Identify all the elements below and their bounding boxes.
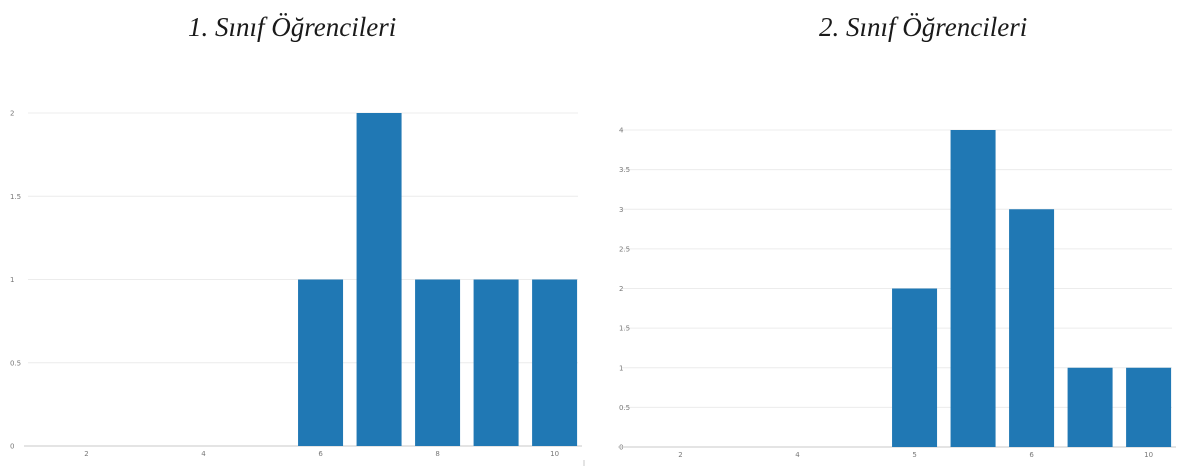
left-x-tick-label: 2 xyxy=(84,450,88,458)
right-x-tick-label: 10 xyxy=(1144,451,1153,459)
left-x-tick-label: 10 xyxy=(550,450,559,458)
right-y-tick-label: 4 xyxy=(619,127,624,135)
left-bar xyxy=(356,113,402,446)
left-bar xyxy=(532,279,578,446)
left-x-tick-label: 4 xyxy=(201,450,206,458)
left-x-tick-label: 8 xyxy=(435,450,439,458)
left-y-tick-label: 0.5 xyxy=(10,359,21,367)
left-bar xyxy=(473,279,519,446)
right-bar xyxy=(950,130,996,447)
right-y-tick-label: 3 xyxy=(619,206,623,214)
right-bar xyxy=(1126,367,1172,447)
right-y-tick-label: 3.5 xyxy=(619,166,630,174)
right-bar xyxy=(1009,209,1055,447)
left-x-tick-label: 6 xyxy=(318,450,323,458)
left-bar xyxy=(415,279,461,446)
right-bar xyxy=(892,288,938,447)
right-x-tick-label: 6 xyxy=(1029,451,1034,459)
right-bar xyxy=(1067,367,1113,447)
left-y-tick-label: 2 xyxy=(10,110,14,118)
right-x-tick-label: 2 xyxy=(678,451,682,459)
left-y-tick-label: 0 xyxy=(10,443,14,451)
right-y-tick-label: 1 xyxy=(619,364,623,372)
left-y-tick-label: 1.5 xyxy=(10,193,21,201)
right-y-tick-label: 1.5 xyxy=(619,325,630,333)
right-y-tick-label: 2.5 xyxy=(619,245,630,253)
left-bar xyxy=(298,279,344,446)
right-x-tick-label: 4 xyxy=(795,451,800,459)
right-y-tick-label: 2 xyxy=(619,285,623,293)
right-x-tick-label: 5 xyxy=(912,451,916,459)
chart-title-left: 1. Sınıf Öğrencileri xyxy=(188,12,397,42)
right-y-tick-label: 0.5 xyxy=(619,404,630,412)
chart-title-right: 2. Sınıf Öğrencileri xyxy=(819,12,1028,42)
left-y-tick-label: 1 xyxy=(10,276,14,284)
